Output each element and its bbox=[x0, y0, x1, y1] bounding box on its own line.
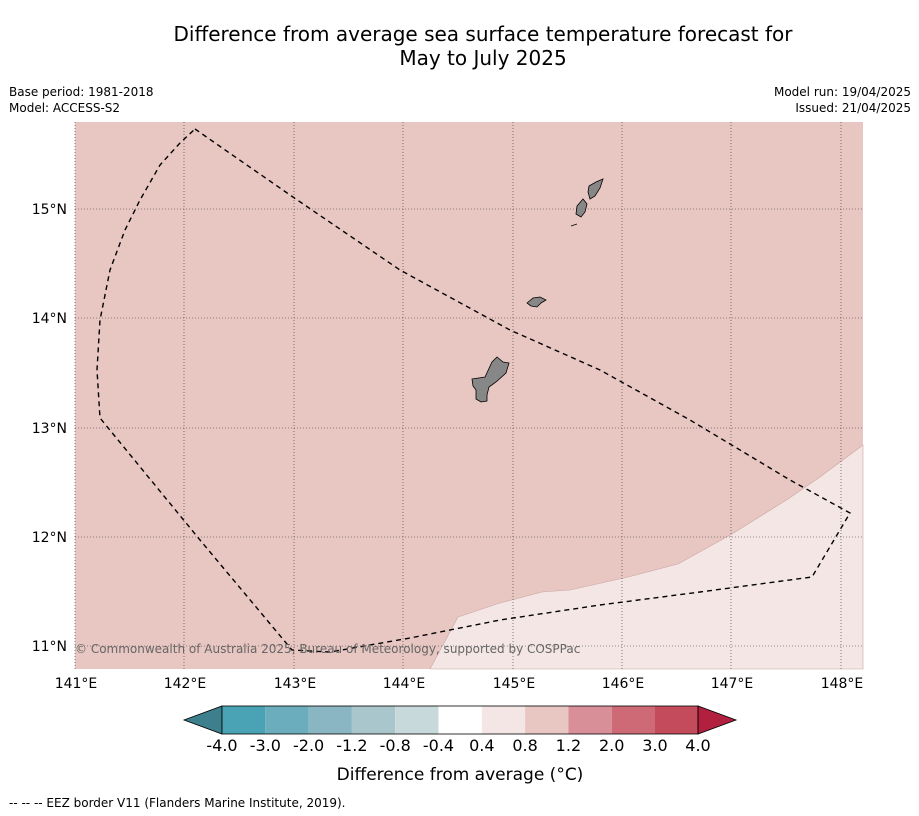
colorbar-bin bbox=[525, 706, 569, 734]
colorbar-label: 0.4 bbox=[469, 736, 494, 755]
colorbar-label: 3.0 bbox=[642, 736, 667, 755]
lon-tick: 145°E bbox=[493, 676, 536, 692]
colorbar-bin bbox=[481, 706, 526, 734]
island-aguijan bbox=[570, 223, 578, 227]
colorbar-title-unit: °C) bbox=[556, 765, 583, 785]
colorbar-label: 0.8 bbox=[512, 736, 537, 755]
title-line-2: May to July 2025 bbox=[399, 46, 567, 70]
lat-tick: 13°N bbox=[32, 421, 67, 437]
colorbar-extend-low bbox=[182, 705, 223, 735]
model-run: Model run: 19/04/2025 bbox=[773, 85, 911, 99]
colorbar-label: 4.0 bbox=[685, 736, 710, 755]
lon-tick: 144°E bbox=[383, 676, 426, 692]
eez-border bbox=[96, 128, 851, 653]
lon-tick: 146°E bbox=[602, 676, 645, 692]
colorbar-label: -3.0 bbox=[250, 736, 281, 755]
colorbar-bin bbox=[438, 706, 482, 734]
lat-tick: 12°N bbox=[32, 530, 67, 546]
colorbar-bin bbox=[265, 706, 309, 734]
lat-tick: 15°N bbox=[32, 202, 67, 218]
colorbar-labels: -4.0 -3.0 -2.0 -1.2 -0.8 -0.4 0.4 0.8 1.… bbox=[206, 736, 710, 755]
meta-left: Base period: 1981-2018 Model: ACCESS-S2 bbox=[9, 84, 154, 116]
colorbar-label: -0.8 bbox=[380, 736, 411, 755]
islands bbox=[471, 178, 604, 403]
colorbar-label: -0.4 bbox=[423, 736, 454, 755]
colorbar-frame bbox=[221, 705, 699, 735]
map-gridlines bbox=[74, 122, 863, 669]
lon-tick: 143°E bbox=[274, 676, 317, 692]
lat-tick: 11°N bbox=[32, 639, 67, 655]
anomaly-region-low bbox=[429, 444, 864, 670]
colorbar-label: -1.2 bbox=[336, 736, 367, 755]
colorbar-bin bbox=[351, 706, 396, 734]
lon-tick: 141°E bbox=[55, 676, 98, 692]
colorbar-extend-high bbox=[697, 705, 738, 735]
eez-legend-footer: -- -- -- EEZ border V11 (Flanders Marine… bbox=[9, 796, 346, 810]
lon-tick: 142°E bbox=[164, 676, 207, 692]
title-line-1: Difference from average sea surface temp… bbox=[173, 22, 793, 46]
meta-right: Model run: 19/04/2025 Issued: 21/04/2025 bbox=[774, 84, 911, 116]
issued-date: Issued: 21/04/2025 bbox=[795, 101, 911, 115]
colorbar-label: -2.0 bbox=[293, 736, 324, 755]
colorbar-bin bbox=[655, 706, 698, 734]
copyright-notice: © Commonwealth of Australia 2025, Bureau… bbox=[75, 642, 580, 656]
colorbar-label: 1.2 bbox=[556, 736, 581, 755]
colorbar-bin bbox=[568, 706, 612, 734]
chart-title: Difference from average sea surface temp… bbox=[0, 22, 919, 70]
colorbar: -4.0 -3.0 -2.0 -1.2 -0.8 -0.4 0.4 0.8 1.… bbox=[182, 705, 738, 785]
colorbar-label: 2.0 bbox=[599, 736, 624, 755]
island-rota bbox=[526, 296, 547, 308]
lon-tick: 148°E bbox=[821, 676, 864, 692]
colorbar-bin bbox=[308, 706, 352, 734]
colorbar-bin bbox=[222, 706, 266, 734]
longitude-ticks: 141°E 142°E 143°E 144°E 145°E 146°E 147°… bbox=[55, 676, 864, 692]
lon-tick: 147°E bbox=[711, 676, 754, 692]
island-guam bbox=[471, 356, 510, 403]
colorbar-bin bbox=[395, 706, 439, 734]
colorbar-label: -4.0 bbox=[206, 736, 237, 755]
colorbar-title-text: Difference from average ( bbox=[337, 765, 557, 785]
island-tinian bbox=[575, 198, 588, 218]
base-period: Base period: 1981-2018 bbox=[9, 85, 154, 99]
colorbar-title: Difference from average (°C) bbox=[337, 765, 584, 785]
lat-tick: 14°N bbox=[32, 311, 67, 327]
model-name: Model: ACCESS-S2 bbox=[9, 101, 121, 115]
island-saipan bbox=[587, 178, 604, 200]
colorbar-bin bbox=[611, 706, 655, 734]
map-panel: © Commonwealth of Australia 2025, Bureau… bbox=[74, 122, 864, 670]
latitude-ticks: 15°N 14°N 13°N 12°N 11°N bbox=[32, 202, 67, 655]
